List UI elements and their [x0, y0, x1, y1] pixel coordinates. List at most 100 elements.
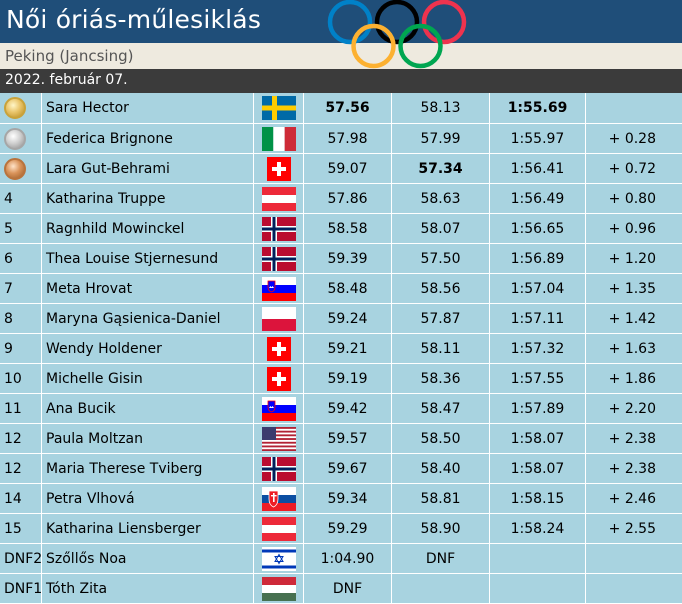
- time-difference: + 0.72: [608, 160, 656, 177]
- flag-cell: [254, 484, 304, 513]
- total-time: 1:58.15: [490, 484, 586, 513]
- flag-cell: [254, 364, 304, 393]
- run2-time: 57.50: [392, 244, 490, 273]
- athlete-name: Sara Hector: [42, 93, 254, 123]
- gold-medal-icon: [4, 97, 26, 119]
- athlete-name: Ragnhild Mowinckel: [42, 214, 254, 243]
- flag-cell: [254, 334, 304, 363]
- run1-time: 58.48: [304, 274, 392, 303]
- rank-cell: DNF1: [0, 574, 42, 603]
- silver-medal-icon: [4, 127, 26, 150]
- result-row: Lara Gut-Behrami 59.07 57.34 1:56.41 + 0.72: [0, 154, 682, 184]
- total-time: 1:58.07: [490, 424, 586, 453]
- nor-flag-icon: [261, 216, 296, 241]
- result-row: 15 Katharina Liensberger 59.29 58.90 1:58.24…: [0, 514, 682, 544]
- hun-flag-icon: [261, 576, 296, 601]
- total-time: 1:56.49: [490, 184, 586, 213]
- flag-cell: [254, 244, 304, 273]
- athlete-name: Wendy Holdener: [42, 334, 254, 363]
- slo-flag-icon: [261, 276, 296, 301]
- total-time: 1:56.89: [490, 244, 586, 273]
- result-row: 11 Ana Bucik 59.42 58.47 1:57.89 + 2.20: [0, 394, 682, 424]
- athlete-name: Meta Hrovat: [42, 274, 254, 303]
- title-bar: Női óriás-műlesiklás: [0, 0, 682, 43]
- athlete-name: Katharina Truppe: [42, 184, 254, 213]
- total-time: 1:57.32: [490, 334, 586, 363]
- athlete-name: Thea Louise Stjernesund: [42, 244, 254, 273]
- run1-time: 59.39: [304, 244, 392, 273]
- rank-cell: 5: [0, 214, 42, 243]
- run2-time: DNF: [392, 544, 490, 573]
- time-difference: + 0.96: [608, 220, 656, 237]
- rank-cell: 12: [0, 424, 42, 453]
- total-time: 1:57.55: [490, 364, 586, 393]
- result-row: DNF2 Szőllős Noa 1:04.90 DNF: [0, 544, 682, 574]
- run1-time: 57.86: [304, 184, 392, 213]
- rank-cell: [0, 93, 42, 123]
- run1-time: 58.58: [304, 214, 392, 243]
- flag-cell: [254, 274, 304, 303]
- aut-flag-icon: [261, 186, 296, 211]
- rank-cell: 12: [0, 454, 42, 483]
- time-difference: + 0.80: [608, 190, 656, 207]
- time-difference: + 2.55: [608, 520, 656, 537]
- aut-flag-icon: [261, 516, 296, 541]
- run2-time: 58.50: [392, 424, 490, 453]
- rank-cell: [0, 124, 42, 153]
- flag-cell: [254, 184, 304, 213]
- rank-cell: 14: [0, 484, 42, 513]
- olympic-rings-logo: [327, 0, 467, 69]
- time-difference: + 0.28: [608, 130, 656, 147]
- run2-time: 58.13: [392, 93, 490, 123]
- run2-time: 57.87: [392, 304, 490, 333]
- run2-time: 58.81: [392, 484, 490, 513]
- total-time: 1:55.97: [490, 124, 586, 153]
- time-difference: + 1.86: [608, 370, 656, 387]
- flag-cell: [254, 214, 304, 243]
- rank-cell: 11: [0, 394, 42, 423]
- time-difference: [586, 574, 682, 603]
- rank-cell: [0, 154, 42, 183]
- total-time: [490, 574, 586, 603]
- total-time: 1:57.11: [490, 304, 586, 333]
- rank-cell: 7: [0, 274, 42, 303]
- total-time: 1:58.24: [490, 514, 586, 543]
- run1-time: 59.19: [304, 364, 392, 393]
- total-time: 1:56.65: [490, 214, 586, 243]
- rank-cell: 6: [0, 244, 42, 273]
- flag-cell: [254, 514, 304, 543]
- sui-flag-icon: [266, 156, 291, 181]
- nor-flag-icon: [261, 246, 296, 271]
- run1-time: 59.24: [304, 304, 392, 333]
- athlete-name: Petra Vlhová: [42, 484, 254, 513]
- flag-cell: [254, 124, 304, 153]
- flag-cell: [254, 544, 304, 573]
- flag-cell: [254, 454, 304, 483]
- run2-time: 57.34: [392, 154, 490, 183]
- run2-time: 58.90: [392, 514, 490, 543]
- time-difference: + 2.38: [608, 430, 656, 447]
- time-difference: + 1.63: [608, 340, 656, 357]
- isr-flag-icon: [261, 546, 296, 571]
- time-difference: + 2.38: [608, 460, 656, 477]
- run2-time: 57.99: [392, 124, 490, 153]
- total-time: 1:56.41: [490, 154, 586, 183]
- total-time: [490, 544, 586, 573]
- total-time: 1:57.89: [490, 394, 586, 423]
- run2-time: 58.36: [392, 364, 490, 393]
- run2-time: 58.56: [392, 274, 490, 303]
- pol-flag-icon: [261, 306, 296, 331]
- run2-time: 58.11: [392, 334, 490, 363]
- usa-flag-icon: [261, 426, 296, 451]
- athlete-name: Paula Moltzan: [42, 424, 254, 453]
- total-time: 1:58.07: [490, 454, 586, 483]
- flag-cell: [254, 93, 304, 123]
- subtitle-bar: Peking (Jancsing): [0, 43, 682, 69]
- rank-cell: 9: [0, 334, 42, 363]
- page-title: Női óriás-műlesiklás: [6, 5, 262, 34]
- run1-time: 59.57: [304, 424, 392, 453]
- rank-cell: 10: [0, 364, 42, 393]
- slo-flag-icon: [261, 396, 296, 421]
- sui-flag-icon: [266, 336, 291, 361]
- athlete-name: Lara Gut-Behrami: [42, 154, 254, 183]
